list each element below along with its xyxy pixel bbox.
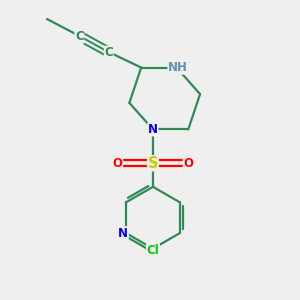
Text: O: O [112,157,123,170]
Text: NH: NH [168,61,188,74]
Text: C: C [75,30,84,43]
Text: N: N [118,227,128,240]
Text: N: N [148,123,158,136]
Text: S: S [148,156,158,171]
Text: Cl: Cl [147,244,159,256]
Text: O: O [183,157,193,170]
Text: C: C [104,46,113,59]
